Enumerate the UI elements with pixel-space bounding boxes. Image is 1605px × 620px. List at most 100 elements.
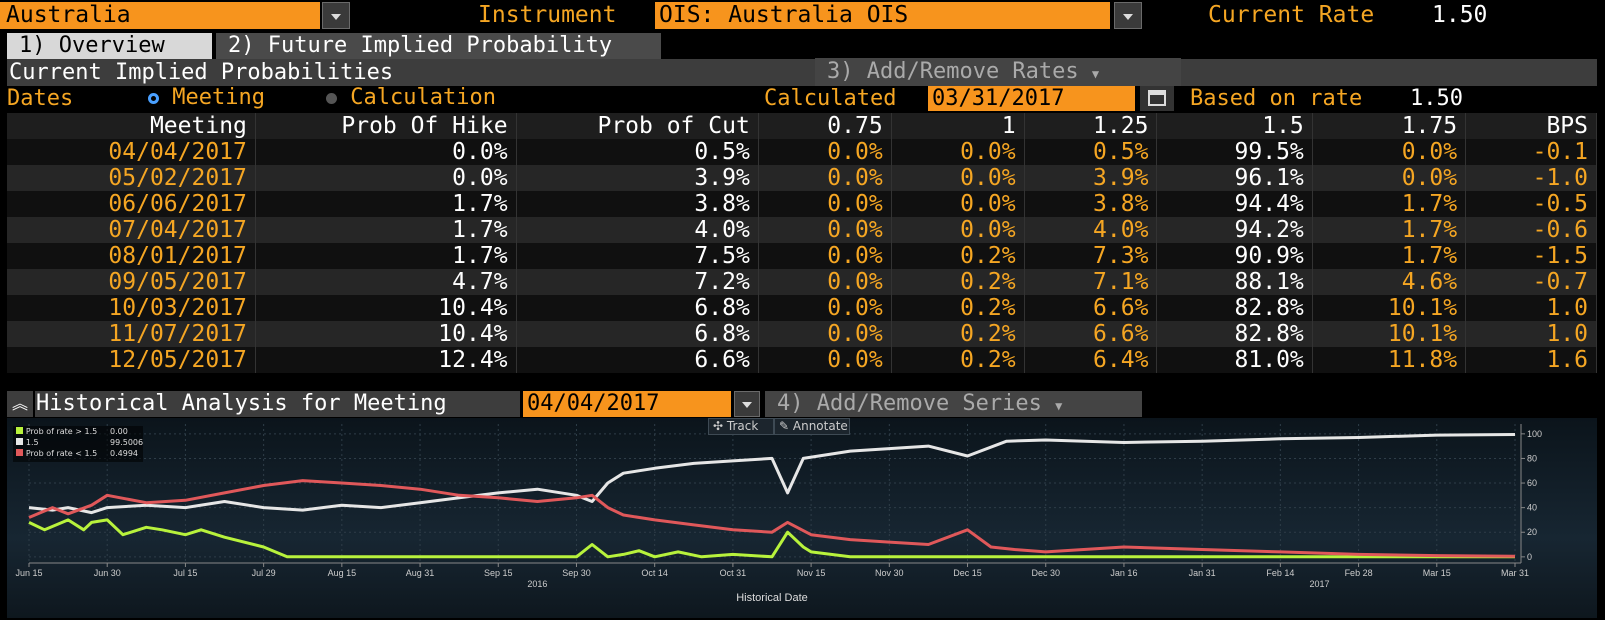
x-tick-label: Mar 31 — [1501, 568, 1529, 578]
historical-meeting-dropdown-button[interactable] — [734, 391, 760, 417]
crosshair-icon: ✣ — [713, 419, 724, 433]
table-header-row: Meeting Prob Of Hike Prob of Cut 0.75 1 … — [7, 113, 1597, 139]
add-remove-rates-label: 3) Add/Remove Rates — [827, 59, 1079, 84]
historical-meeting-select[interactable]: 04/04/2017 — [523, 391, 731, 417]
legend-swatch — [16, 427, 23, 434]
cell-bps: -1.0 — [1465, 165, 1597, 191]
cell-bps: -0.1 — [1465, 139, 1597, 165]
cell-rate-1: 0.2% — [891, 347, 1025, 373]
cell-rate-175: 1.7% — [1312, 217, 1467, 243]
x-tick-label: Dec 30 — [1031, 568, 1060, 578]
annotate-label: Annotate — [792, 419, 848, 433]
col-header-rate-15[interactable]: 1.5 — [1156, 113, 1313, 139]
table-row[interactable]: 11/07/2017 10.4% 6.8% 0.0% 0.2% 6.6% 82.8% 10.1… — [7, 321, 1597, 347]
series-line[interactable] — [28, 479, 1516, 558]
radio-meeting[interactable]: Meeting — [148, 86, 265, 112]
table-row[interactable]: 06/06/2017 1.7% 3.8% 0.0% 0.0% 3.8% 94.4% 1.7% -… — [7, 191, 1597, 217]
double-chevron-up-icon: ︽ — [11, 394, 28, 413]
table-row[interactable]: 08/01/2017 1.7% 7.5% 0.0% 0.2% 7.3% 90.9% 1.7% -… — [7, 243, 1597, 269]
legend-series-value: 99.5006 — [110, 438, 144, 447]
instrument-label: Instrument — [478, 2, 617, 28]
tab-overview[interactable]: 1) Overview — [7, 33, 212, 59]
cell-rate-075: 0.0% — [758, 321, 892, 347]
legend-series-name: Prob of rate < 1.5 — [25, 449, 98, 458]
add-remove-series-label: 4) Add/Remove Series — [777, 391, 1042, 416]
y-tick-label: 60 — [1527, 478, 1537, 488]
calculated-date-input[interactable]: 03/31/2017 — [928, 86, 1135, 111]
x-tick-label: Oct 31 — [720, 568, 747, 578]
table-row[interactable]: 04/04/2017 0.0% 0.5% 0.0% 0.0% 0.5% 99.5% 0.0% -… — [7, 139, 1597, 165]
col-header-rate-075[interactable]: 0.75 — [758, 113, 892, 139]
cell-rate-175: 0.0% — [1312, 165, 1467, 191]
series-line[interactable] — [28, 518, 1515, 559]
collapse-button[interactable]: ︽ — [7, 391, 33, 417]
country-select[interactable]: Australia — [0, 2, 320, 29]
x-tick-label: Oct 14 — [641, 568, 668, 578]
cell-prob-hike: 1.7% — [255, 191, 517, 217]
legend-swatch — [16, 438, 23, 445]
col-header-rate-175[interactable]: 1.75 — [1312, 113, 1467, 139]
cell-rate-125: 6.4% — [1024, 347, 1158, 373]
section-title: Current Implied Probabilities — [9, 60, 394, 85]
add-remove-series-button[interactable]: 4) Add/Remove Series ▼ — [765, 391, 1142, 417]
table-row[interactable]: 05/02/2017 0.0% 3.9% 0.0% 0.0% 3.9% 96.1% 0.0% -… — [7, 165, 1597, 191]
col-header-meeting[interactable]: Meeting — [7, 113, 256, 139]
radio-meeting-label: Meeting — [172, 85, 265, 110]
tab-future-implied-probability[interactable]: 2) Future Implied Probability — [216, 33, 661, 59]
add-remove-rates-button[interactable]: 3) Add/Remove Rates ▼ — [815, 58, 1181, 86]
cell-prob-hike: 4.7% — [255, 269, 517, 295]
col-header-bps[interactable]: BPS — [1465, 113, 1597, 139]
col-header-rate-1[interactable]: 1 — [891, 113, 1025, 139]
col-header-prob-cut[interactable]: Prob of Cut — [516, 113, 759, 139]
cell-rate-125: 7.1% — [1024, 269, 1158, 295]
instrument-select[interactable]: OIS: Australia OIS — [655, 2, 1110, 29]
table-row[interactable]: 10/03/2017 10.4% 6.8% 0.0% 0.2% 6.6% 82.8% 10.1… — [7, 295, 1597, 321]
radio-calculation[interactable]: Calculation — [326, 86, 496, 112]
cell-rate-15: 81.0% — [1156, 347, 1313, 373]
cell-prob-cut: 6.8% — [516, 295, 759, 321]
chevron-down-icon: ▼ — [1055, 399, 1063, 413]
legend-series-name: Prob of rate > 1.5 — [25, 427, 98, 436]
implied-probabilities-table: Meeting Prob Of Hike Prob of Cut 0.75 1 … — [7, 113, 1597, 373]
cell-prob-hike: 10.4% — [255, 321, 517, 347]
table-row[interactable]: 07/04/2017 1.7% 4.0% 0.0% 0.0% 4.0% 94.2% 1.7% -… — [7, 217, 1597, 243]
cell-rate-1: 0.0% — [891, 139, 1025, 165]
cell-bps: 1.0 — [1465, 321, 1597, 347]
annotate-button[interactable]: ✎ Annotate — [774, 418, 850, 435]
cell-rate-075: 0.0% — [758, 139, 892, 165]
cell-rate-175: 1.7% — [1312, 243, 1467, 269]
cell-meeting: 06/06/2017 — [7, 191, 256, 217]
cell-meeting: 07/04/2017 — [7, 217, 256, 243]
x-tick-label: Aug 31 — [406, 568, 435, 578]
radio-selected-icon — [148, 92, 159, 104]
table-row[interactable]: 09/05/2017 4.7% 7.2% 0.0% 0.2% 7.1% 88.1% 4.6% -… — [7, 269, 1597, 295]
x-tick-label: Jun 15 — [15, 568, 42, 578]
country-dropdown-button[interactable] — [322, 2, 350, 29]
cell-rate-175: 1.7% — [1312, 191, 1467, 217]
cell-rate-075: 0.0% — [758, 347, 892, 373]
chart-legend: Prob of rate > 1.5 0.00 1.5 99.5006 Prob… — [13, 426, 143, 462]
calendar-button[interactable] — [1140, 86, 1174, 111]
legend-item[interactable]: 1.5 99.5006 — [16, 438, 144, 449]
cell-rate-1: 0.2% — [891, 295, 1025, 321]
cell-rate-125: 3.8% — [1024, 191, 1158, 217]
cell-rate-125: 7.3% — [1024, 243, 1158, 269]
instrument-dropdown-button[interactable] — [1114, 2, 1142, 29]
cell-bps: -0.6 — [1465, 217, 1597, 243]
legend-item[interactable]: Prob of rate < 1.5 0.4994 — [16, 449, 140, 460]
cell-rate-1: 0.0% — [891, 191, 1025, 217]
x-tick-label: Jul 29 — [252, 568, 276, 578]
table-row[interactable]: 12/05/2017 12.4% 6.6% 0.0% 0.2% 6.4% 81.0% 11.8… — [7, 347, 1597, 373]
cell-prob-cut: 7.2% — [516, 269, 759, 295]
col-header-prob-hike[interactable]: Prob Of Hike — [255, 113, 517, 139]
x-tick-label: Sep 30 — [562, 568, 591, 578]
cell-rate-125: 6.6% — [1024, 295, 1158, 321]
col-header-rate-125[interactable]: 1.25 — [1024, 113, 1158, 139]
x-tick-label: Feb 28 — [1345, 568, 1373, 578]
cell-rate-15: 96.1% — [1156, 165, 1313, 191]
historical-chart[interactable]: Jun 15 Jun 30 Jul 15 Jul 29 Aug 15 Aug 31 Sep … — [7, 418, 1597, 618]
legend-item[interactable]: Prob of rate > 1.5 0.00 — [16, 427, 140, 438]
track-button[interactable]: ✣ Track — [708, 418, 774, 435]
series-line[interactable] — [28, 433, 1516, 515]
based-on-rate-value: 1.50 — [1410, 86, 1463, 111]
